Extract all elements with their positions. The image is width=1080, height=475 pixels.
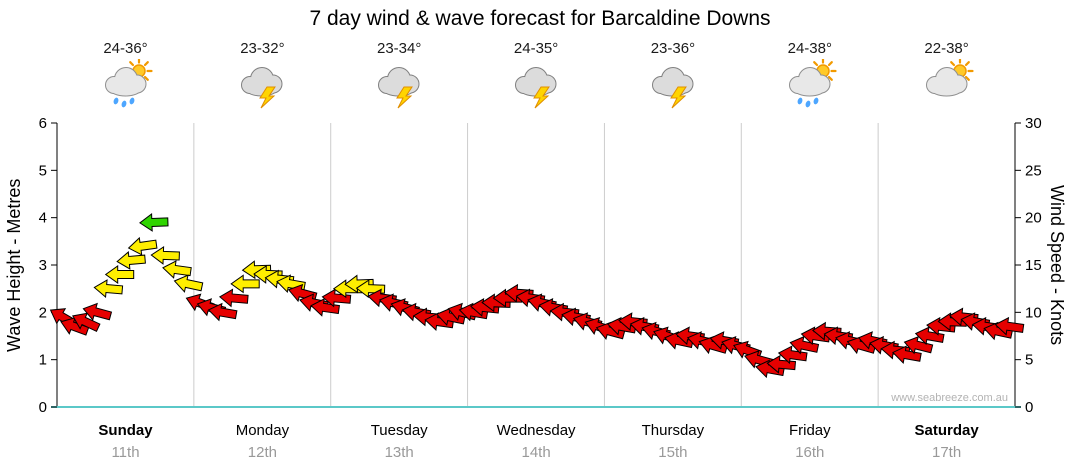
storm-icon [515, 67, 557, 109]
left-axis-tick-label: 3 [39, 257, 47, 274]
day-date-label: 17th [931, 444, 962, 461]
wind-arrow [321, 288, 352, 308]
day-label-column: Wednesday 14th [468, 422, 605, 461]
left-axis-tick-label: 2 [39, 304, 47, 321]
y-axis-label-right: Wind Speed - Knots [1047, 184, 1067, 346]
watermark: www.seabreeze.com.au [890, 392, 1008, 404]
weather-icon-wrap [194, 59, 331, 118]
temperature-range-label: 24-35° [513, 40, 559, 57]
day-date-label: 16th [795, 444, 825, 461]
wind-arrow [82, 302, 113, 322]
day-name-label: Thursday [641, 422, 705, 439]
day-label-column: Monday 12th [194, 422, 331, 461]
temperature-range-label: 23-34° [377, 40, 422, 57]
wind-arrow [903, 335, 934, 355]
wind-arrow [139, 212, 169, 232]
right-axis-tick-label: 5 [1025, 352, 1033, 369]
day-name-label: Monday [235, 422, 290, 439]
wind-arrow [914, 326, 945, 346]
day-label-column: Friday 16th [741, 422, 878, 461]
forecast-day-column: 22-38° [878, 40, 1015, 118]
wind-arrow [173, 274, 204, 293]
right-axis-tick-label: 0 [1025, 399, 1033, 416]
left-axis-tick-label: 1 [39, 352, 47, 369]
right-axis-tick-label: 20 [1025, 210, 1042, 227]
forecast-day-column: 23-36° [604, 40, 741, 118]
wind-arrow [994, 316, 1025, 336]
day-name-label: Wednesday [496, 422, 576, 439]
day-date-label: 15th [658, 444, 688, 461]
day-date-label: 13th [384, 444, 414, 461]
left-axis-tick-label: 4 [39, 210, 47, 227]
day-date-label: 11th [111, 444, 140, 461]
temperature-range-label: 24-38° [787, 40, 832, 57]
wind-arrow [104, 265, 135, 284]
wind-arrow [72, 312, 101, 333]
day-name-label: Sunday [98, 422, 153, 439]
wind-arrow [162, 260, 192, 279]
day-name-label: Friday [788, 422, 831, 439]
right-axis-tick-label: 25 [1025, 162, 1042, 179]
forecast-day-column: 23-32° [194, 40, 331, 118]
wind-arrow [230, 274, 260, 294]
wind-arrow [150, 245, 180, 265]
wind-arrow [766, 354, 797, 374]
wind-arrow [207, 302, 238, 322]
weather-icon-wrap [468, 59, 605, 118]
right-axis-tick-label: 10 [1025, 304, 1042, 321]
page-title: 7 day wind & wave forecast for Barcaldin… [309, 7, 771, 30]
wind-arrow [218, 288, 249, 308]
wind-arrow [310, 298, 340, 317]
left-axis-tick-label: 0 [39, 399, 47, 416]
day-label-column: Tuesday 13th [331, 422, 468, 461]
day-date-label: 14th [521, 444, 551, 461]
storm-icon [378, 67, 420, 109]
temperature-range-label: 22-38° [924, 40, 969, 57]
day-label-column: Thursday 15th [604, 422, 741, 461]
day-label-column: Sunday 11th [57, 422, 194, 461]
wind-arrow [789, 335, 820, 355]
wind-arrow [892, 345, 922, 364]
forecast-day-column: 23-34° [331, 40, 468, 118]
wind-arrow [93, 279, 124, 299]
right-axis-tick-label: 30 [1025, 115, 1042, 132]
sun-shower-icon [788, 57, 837, 108]
weather-icon-wrap [604, 59, 741, 118]
storm-icon [241, 67, 283, 109]
forecast-day-column: 24-36° [57, 40, 194, 118]
left-axis-tick-label: 6 [39, 115, 47, 132]
temperature-range-label: 23-36° [650, 40, 696, 57]
storm-icon [651, 67, 694, 109]
wind-arrow [127, 236, 158, 256]
day-label-column: Saturday 17th [878, 422, 1015, 461]
weather-icon-wrap [741, 57, 878, 118]
sun-shower-icon [104, 57, 153, 108]
day-date-label: 12th [247, 444, 277, 461]
day-name-label: Saturday [914, 422, 979, 439]
left-axis-tick-label: 5 [39, 162, 47, 179]
temperature-range-label: 23-32° [240, 40, 285, 57]
forecast-day-column: 24-38° [741, 40, 878, 118]
temperature-range-label: 24-36° [103, 40, 148, 57]
sun-cloud-icon [925, 57, 974, 97]
right-axis-tick-label: 15 [1025, 257, 1042, 274]
weather-icon-wrap [331, 59, 468, 118]
forecast-day-column: 24-35° [468, 40, 605, 118]
weather-icon-wrap [57, 57, 194, 118]
day-name-label: Tuesday [370, 422, 428, 439]
weather-icon-wrap [878, 57, 1015, 118]
wind-arrow [777, 345, 808, 365]
